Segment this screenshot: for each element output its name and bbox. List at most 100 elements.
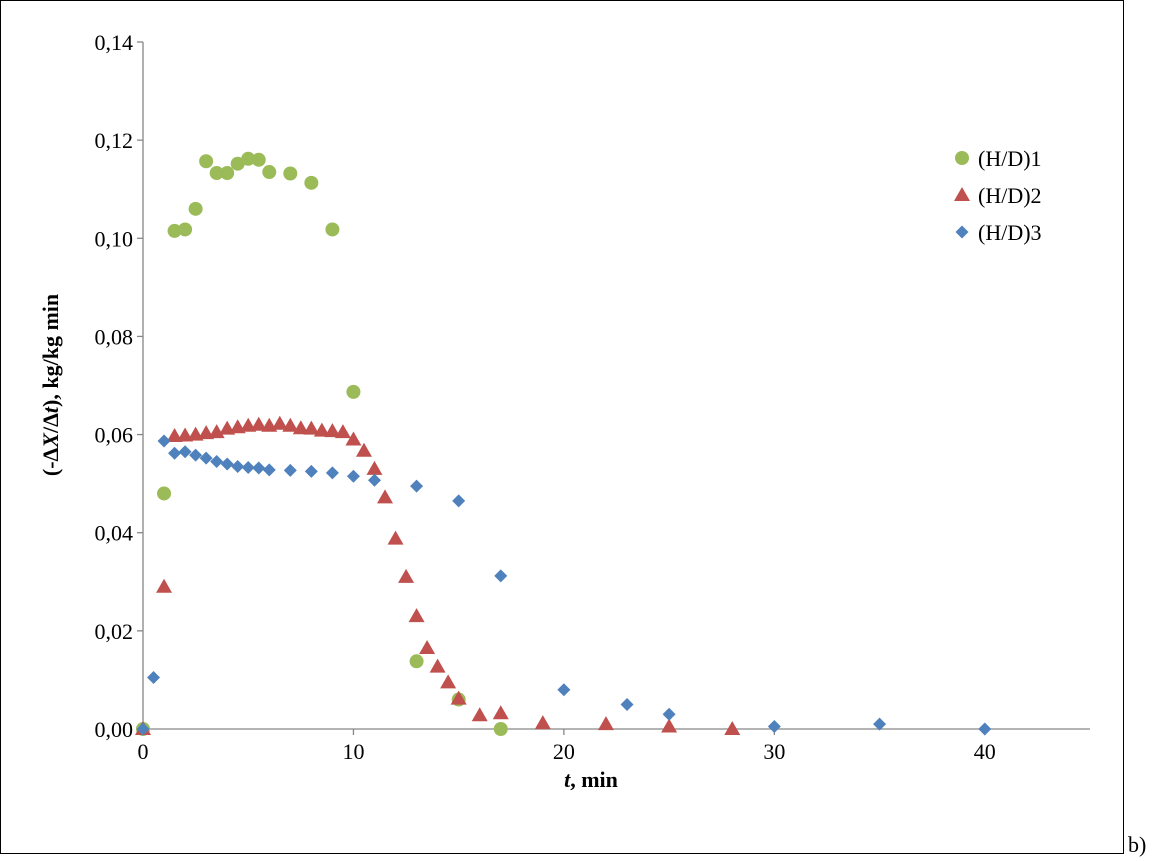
y-axis-title-post: ), kg/kg min (38, 294, 63, 407)
series-1-point (157, 486, 172, 501)
series-2-point (355, 442, 372, 457)
y-axis-title-t: t (38, 406, 63, 413)
series-1-point (241, 151, 256, 166)
series-1-point (167, 223, 182, 238)
x-tick-label: 20 (553, 739, 575, 764)
legend-item-2: (H/D)2 (954, 183, 1042, 208)
series-1-point (283, 166, 298, 181)
series-2-point (250, 416, 267, 431)
series-3-point (241, 460, 255, 474)
series-2-point (661, 718, 678, 733)
series-2-point (282, 417, 299, 432)
panel-label: b) (1128, 832, 1146, 857)
series-2-point (166, 428, 183, 443)
legend: (H/D)1 (H/D)2 (H/D)3 (954, 146, 1042, 245)
plot-area: 0,00 0,02 0,04 0,06 0,08 0,10 0,12 0,14 0 10 20 30… (95, 30, 1090, 764)
chart-border (0, 0, 1124, 854)
series-1-point (188, 201, 203, 216)
series-3-point (262, 463, 276, 477)
series-3-point (620, 697, 634, 711)
series-2-point (387, 530, 404, 545)
series-layer (135, 151, 992, 736)
series-3 (136, 434, 992, 736)
series-3-point (210, 455, 224, 469)
series-2-point (471, 707, 488, 722)
series-2-point (597, 716, 614, 731)
legend-item-1: (H/D)1 (955, 146, 1042, 171)
series-2-point (345, 431, 362, 446)
series-3-point (410, 479, 424, 493)
series-2 (135, 415, 741, 735)
y-axis-title-x: X (38, 432, 63, 449)
legend-label-1: (H/D)1 (978, 146, 1042, 171)
series-1-point (346, 384, 361, 399)
series-3-point (147, 670, 161, 684)
series-1-point (325, 222, 340, 237)
series-1-point (304, 175, 319, 190)
series-3-point (452, 494, 466, 508)
series-3-point (136, 722, 150, 736)
series-3-point (231, 459, 245, 473)
series-3-point (767, 720, 781, 734)
series-1-point (262, 165, 277, 180)
series-3-point (346, 469, 360, 483)
series-3-point (157, 434, 171, 448)
series-2-point (366, 460, 383, 475)
series-1-point (493, 722, 508, 736)
series-3-point (873, 717, 887, 731)
series-2-point (440, 674, 457, 689)
legend-marker-1 (955, 151, 969, 165)
series-2-point (398, 568, 415, 583)
y-tick-label: 0,08 (95, 324, 134, 349)
series-1-point (199, 154, 214, 169)
x-axis-title: t, min (564, 767, 618, 792)
series-1-point (178, 222, 193, 237)
series-3-point (168, 446, 182, 460)
y-tick-label: 0,00 (95, 717, 134, 742)
legend-item-3: (H/D)3 (955, 220, 1042, 245)
series-2-point (324, 423, 341, 438)
series-2-point (271, 415, 288, 430)
x-axis-title-rest: , min (570, 767, 618, 792)
y-tick-label: 0,06 (95, 423, 134, 448)
series-3-point (367, 473, 381, 487)
x-tick-label: 40 (974, 739, 996, 764)
x-tick-label: 10 (342, 739, 364, 764)
series-3-point (325, 466, 339, 480)
series-3-point (189, 448, 203, 462)
y-tick-label: 0,10 (95, 226, 134, 251)
legend-label-2: (H/D)2 (978, 183, 1042, 208)
y-tick-label: 0,02 (95, 619, 134, 644)
y-axis-title-pre: (-Δ (38, 447, 63, 476)
x-axis-title-italic: t (564, 767, 571, 792)
x-axis-ticks: 0 10 20 30 40 (138, 729, 996, 764)
y-axis-title-mid: /Δ (38, 413, 63, 434)
series-2-point (377, 489, 394, 504)
series-2-point (450, 690, 467, 705)
series-1-point (251, 152, 266, 167)
series-3-point (494, 569, 508, 583)
x-tick-label: 0 (138, 739, 149, 764)
legend-marker-2 (954, 187, 970, 201)
series-2-point (303, 420, 320, 435)
series-2-point (419, 640, 436, 655)
series-3-point (978, 722, 992, 736)
series-2-point (429, 658, 446, 673)
series-2-point (492, 705, 509, 720)
series-1-point (209, 166, 224, 181)
legend-label-3: (H/D)3 (978, 220, 1042, 245)
series-2-point (724, 721, 741, 735)
series-2-point (292, 420, 309, 435)
series-3-point (252, 461, 266, 475)
y-axis-title: (-ΔX/Δt), kg/kg min (38, 294, 63, 476)
series-3-point (220, 457, 234, 471)
series-1-point (230, 156, 245, 171)
series-1-point (220, 166, 235, 181)
x-tick-label: 30 (763, 739, 785, 764)
series-2-point (408, 608, 425, 623)
y-axis-ticks: 0,00 0,02 0,04 0,06 0,08 0,10 0,12 0,14 (95, 30, 143, 742)
series-3-point (304, 464, 318, 478)
series-2-point (534, 715, 551, 730)
series-3-point (662, 707, 676, 721)
legend-marker-3 (955, 225, 969, 239)
